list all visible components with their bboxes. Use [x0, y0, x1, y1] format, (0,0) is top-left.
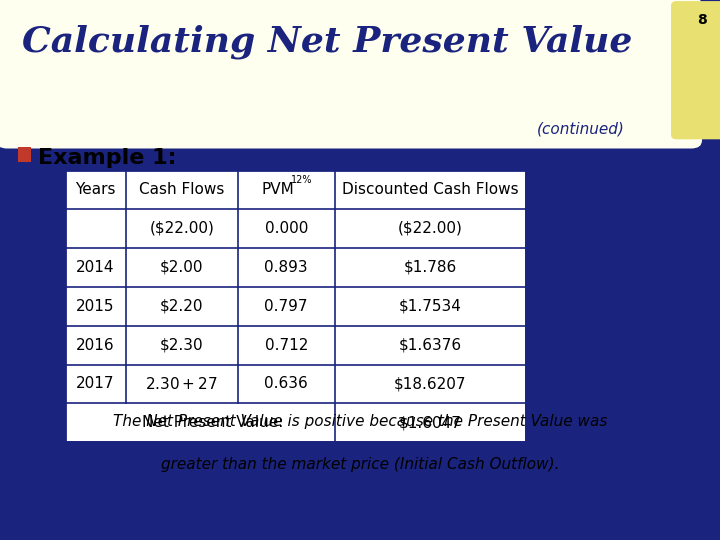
Text: 0.797: 0.797 [264, 299, 308, 314]
Text: PVM: PVM [261, 182, 294, 197]
FancyBboxPatch shape [0, 0, 702, 148]
Text: 0.712: 0.712 [264, 338, 308, 353]
Text: 2016: 2016 [76, 338, 114, 353]
Text: 12%: 12% [292, 175, 312, 185]
Text: Net Present Value:: Net Present Value: [142, 415, 283, 430]
Text: ($22.00): ($22.00) [149, 221, 215, 236]
Text: Calculating Net Present Value: Calculating Net Present Value [22, 24, 632, 59]
Bar [18, 147, 31, 162]
Text: 2017: 2017 [76, 376, 114, 392]
Text: 8: 8 [697, 14, 707, 28]
Text: $1.6376: $1.6376 [399, 338, 462, 353]
Text: 0.000: 0.000 [264, 221, 308, 236]
Text: greater than the market price (Initial Cash Outflow).: greater than the market price (Initial C… [161, 457, 559, 472]
Text: $2.00: $2.00 [160, 260, 204, 275]
Text: $1.7534: $1.7534 [399, 299, 462, 314]
Text: $18.6207: $18.6207 [394, 376, 467, 392]
Text: ($22.00): ($22.00) [397, 221, 463, 236]
Text: Years: Years [75, 182, 116, 197]
Text: 0.636: 0.636 [264, 376, 308, 392]
Text: $2.30: $2.30 [160, 338, 204, 353]
Text: Example 1:: Example 1: [38, 148, 176, 168]
Text: $1.6047: $1.6047 [399, 415, 462, 430]
Text: (continued): (continued) [536, 122, 624, 137]
Text: $2.20: $2.20 [160, 299, 204, 314]
Text: Discounted Cash Flows: Discounted Cash Flows [342, 182, 518, 197]
Text: 0.893: 0.893 [264, 260, 308, 275]
FancyBboxPatch shape [671, 1, 720, 139]
Text: $2.30 + $27: $2.30 + $27 [145, 376, 218, 392]
Text: 2014: 2014 [76, 260, 114, 275]
Text: The Net Present Value is positive because the Present Value was: The Net Present Value is positive becaus… [113, 414, 607, 429]
Bar [65, 170, 526, 442]
Text: 2015: 2015 [76, 299, 114, 314]
Text: Cash Flows: Cash Flows [139, 182, 225, 197]
Text: $1.786: $1.786 [404, 260, 456, 275]
